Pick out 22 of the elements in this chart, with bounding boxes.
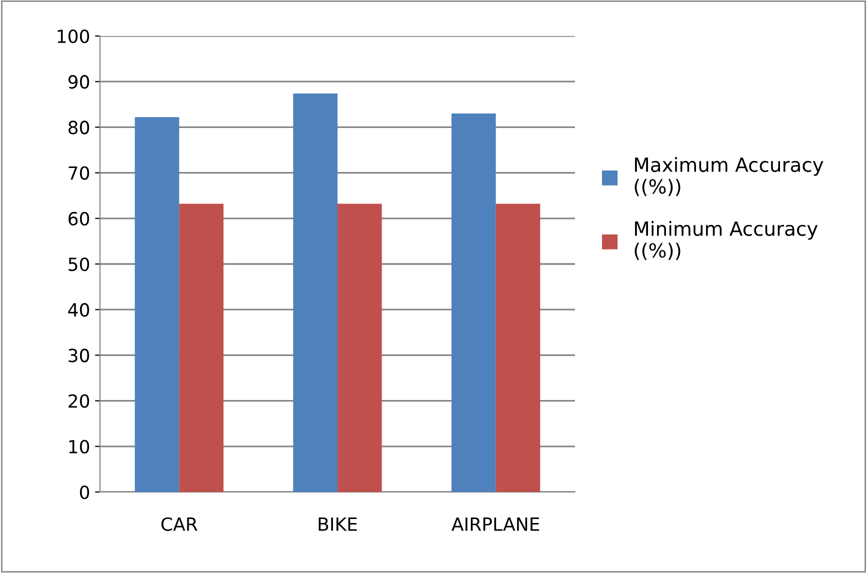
legend-label: Minimum Accuracy ((%)) (634, 220, 818, 260)
y-tick-label: 0 (80, 485, 90, 500)
y-tick-label: 80 (68, 120, 90, 134)
y-tick-label: 70 (68, 166, 90, 180)
x-tick-label: BIKE (318, 518, 357, 531)
y-tick-label: 100 (58, 29, 90, 44)
y-tick-label: 90 (68, 75, 90, 89)
y-tick-label: 30 (68, 348, 90, 362)
bar (452, 114, 496, 492)
bar (293, 93, 338, 492)
y-tick-label: 40 (68, 303, 90, 317)
y-tick-label: 10 (69, 440, 90, 454)
x-tick-label: AIRPLANE (452, 518, 540, 531)
legend-label: Maximum Accuracy ((%)) (634, 157, 824, 196)
bar (496, 204, 540, 492)
bar (134, 117, 180, 492)
x-tick-label: CAR (161, 517, 198, 531)
y-tick-label: 60 (68, 212, 90, 226)
y-tick-label: 50 (68, 257, 90, 272)
bar (179, 204, 224, 492)
bar (338, 204, 382, 492)
y-tick-label: 20 (68, 394, 90, 408)
